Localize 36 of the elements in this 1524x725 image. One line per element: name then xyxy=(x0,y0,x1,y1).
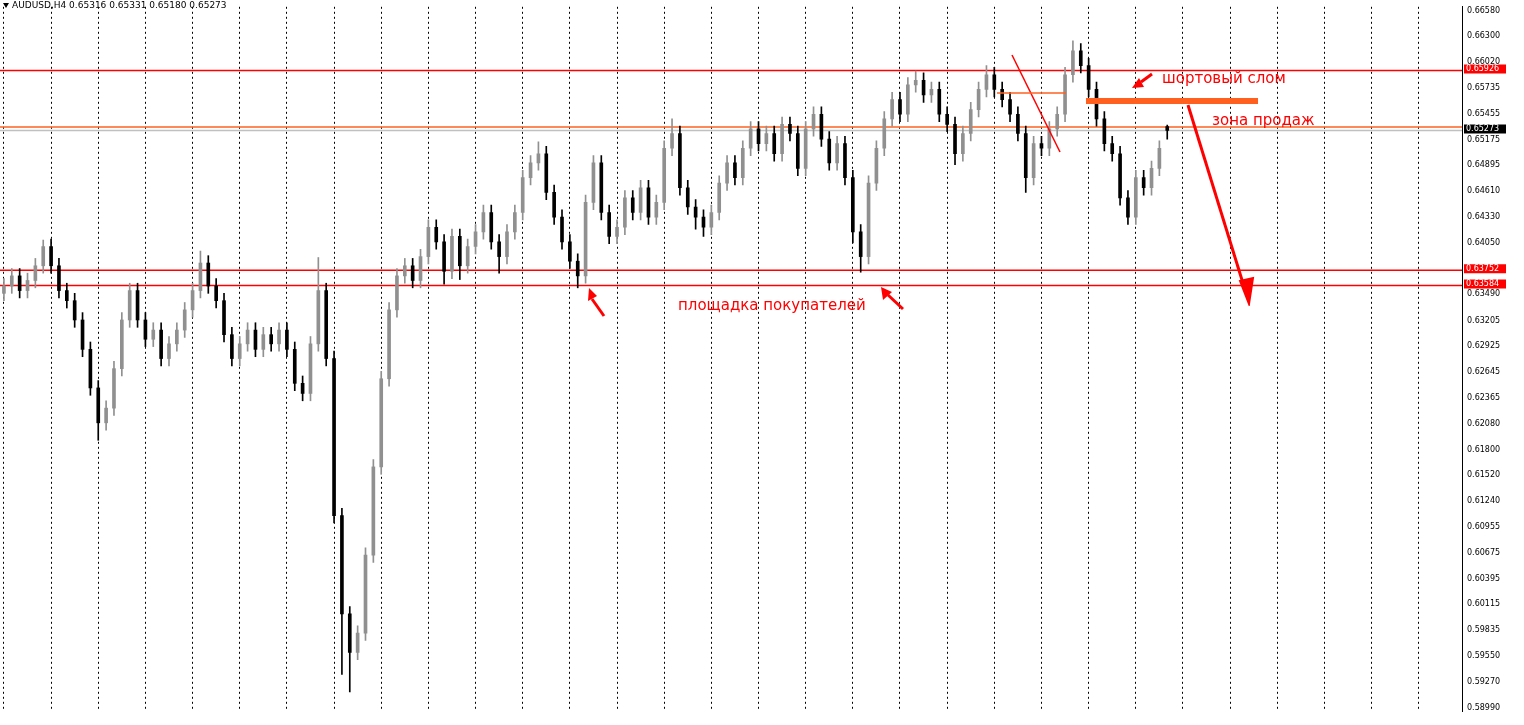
y-tick-label: 0.63205 xyxy=(1467,315,1501,325)
y-tick-label: 0.59550 xyxy=(1467,651,1501,661)
annotation: шортовый слом xyxy=(1162,69,1286,87)
y-tick-label: 0.60115 xyxy=(1467,599,1501,609)
y-tick-label: 0.62645 xyxy=(1467,366,1501,376)
y-tick-label: 0.59270 xyxy=(1467,676,1501,686)
ref-line-label: 0.63752 xyxy=(1466,263,1500,273)
y-tick-label: 0.62080 xyxy=(1467,418,1501,428)
y-tick-label: 0.61520 xyxy=(1467,470,1501,480)
y-tick-label: 0.59835 xyxy=(1467,625,1501,634)
y-tick-label: 0.61800 xyxy=(1467,444,1501,454)
annotation: площадка покупателей xyxy=(678,296,866,314)
y-tick-label: 0.66300 xyxy=(1467,31,1501,41)
y-tick-label: 0.65455 xyxy=(1467,108,1501,118)
y-tick-label: 0.65175 xyxy=(1467,134,1501,144)
y-tick-label: 0.64610 xyxy=(1467,186,1501,196)
y-tick-label: 0.60395 xyxy=(1467,573,1501,583)
y-tick-label: 0.61240 xyxy=(1467,495,1501,505)
y-tick-label: 0.66580 xyxy=(1467,5,1501,15)
y-tick-label: 0.62925 xyxy=(1467,341,1501,351)
ref-line-label: 0.63584 xyxy=(1466,279,1500,289)
annotation: зона продаж xyxy=(1212,111,1315,129)
y-tick-label: 0.64895 xyxy=(1467,160,1501,170)
chart-title: AUDUSD,H4 0.65316 0.65331 0.65180 0.65273 xyxy=(12,0,227,10)
y-tick-label: 0.64330 xyxy=(1467,212,1501,222)
candlestick xyxy=(913,70,918,93)
y-tick-label: 0.60955 xyxy=(1467,522,1501,532)
y-tick-label: 0.64050 xyxy=(1467,237,1501,247)
ref-line-label: 0.65926 xyxy=(1466,64,1500,74)
y-tick-label: 0.62365 xyxy=(1467,392,1501,402)
y-tick-label: 0.58990 xyxy=(1467,702,1501,712)
y-tick-label: 0.65735 xyxy=(1467,83,1501,93)
y-tick-label: 0.66020 xyxy=(1467,56,1501,66)
y-tick-label: 0.63490 xyxy=(1467,289,1501,299)
ref-line-label: 0.65273 xyxy=(1466,124,1500,134)
y-tick-label: 0.60675 xyxy=(1467,547,1501,557)
